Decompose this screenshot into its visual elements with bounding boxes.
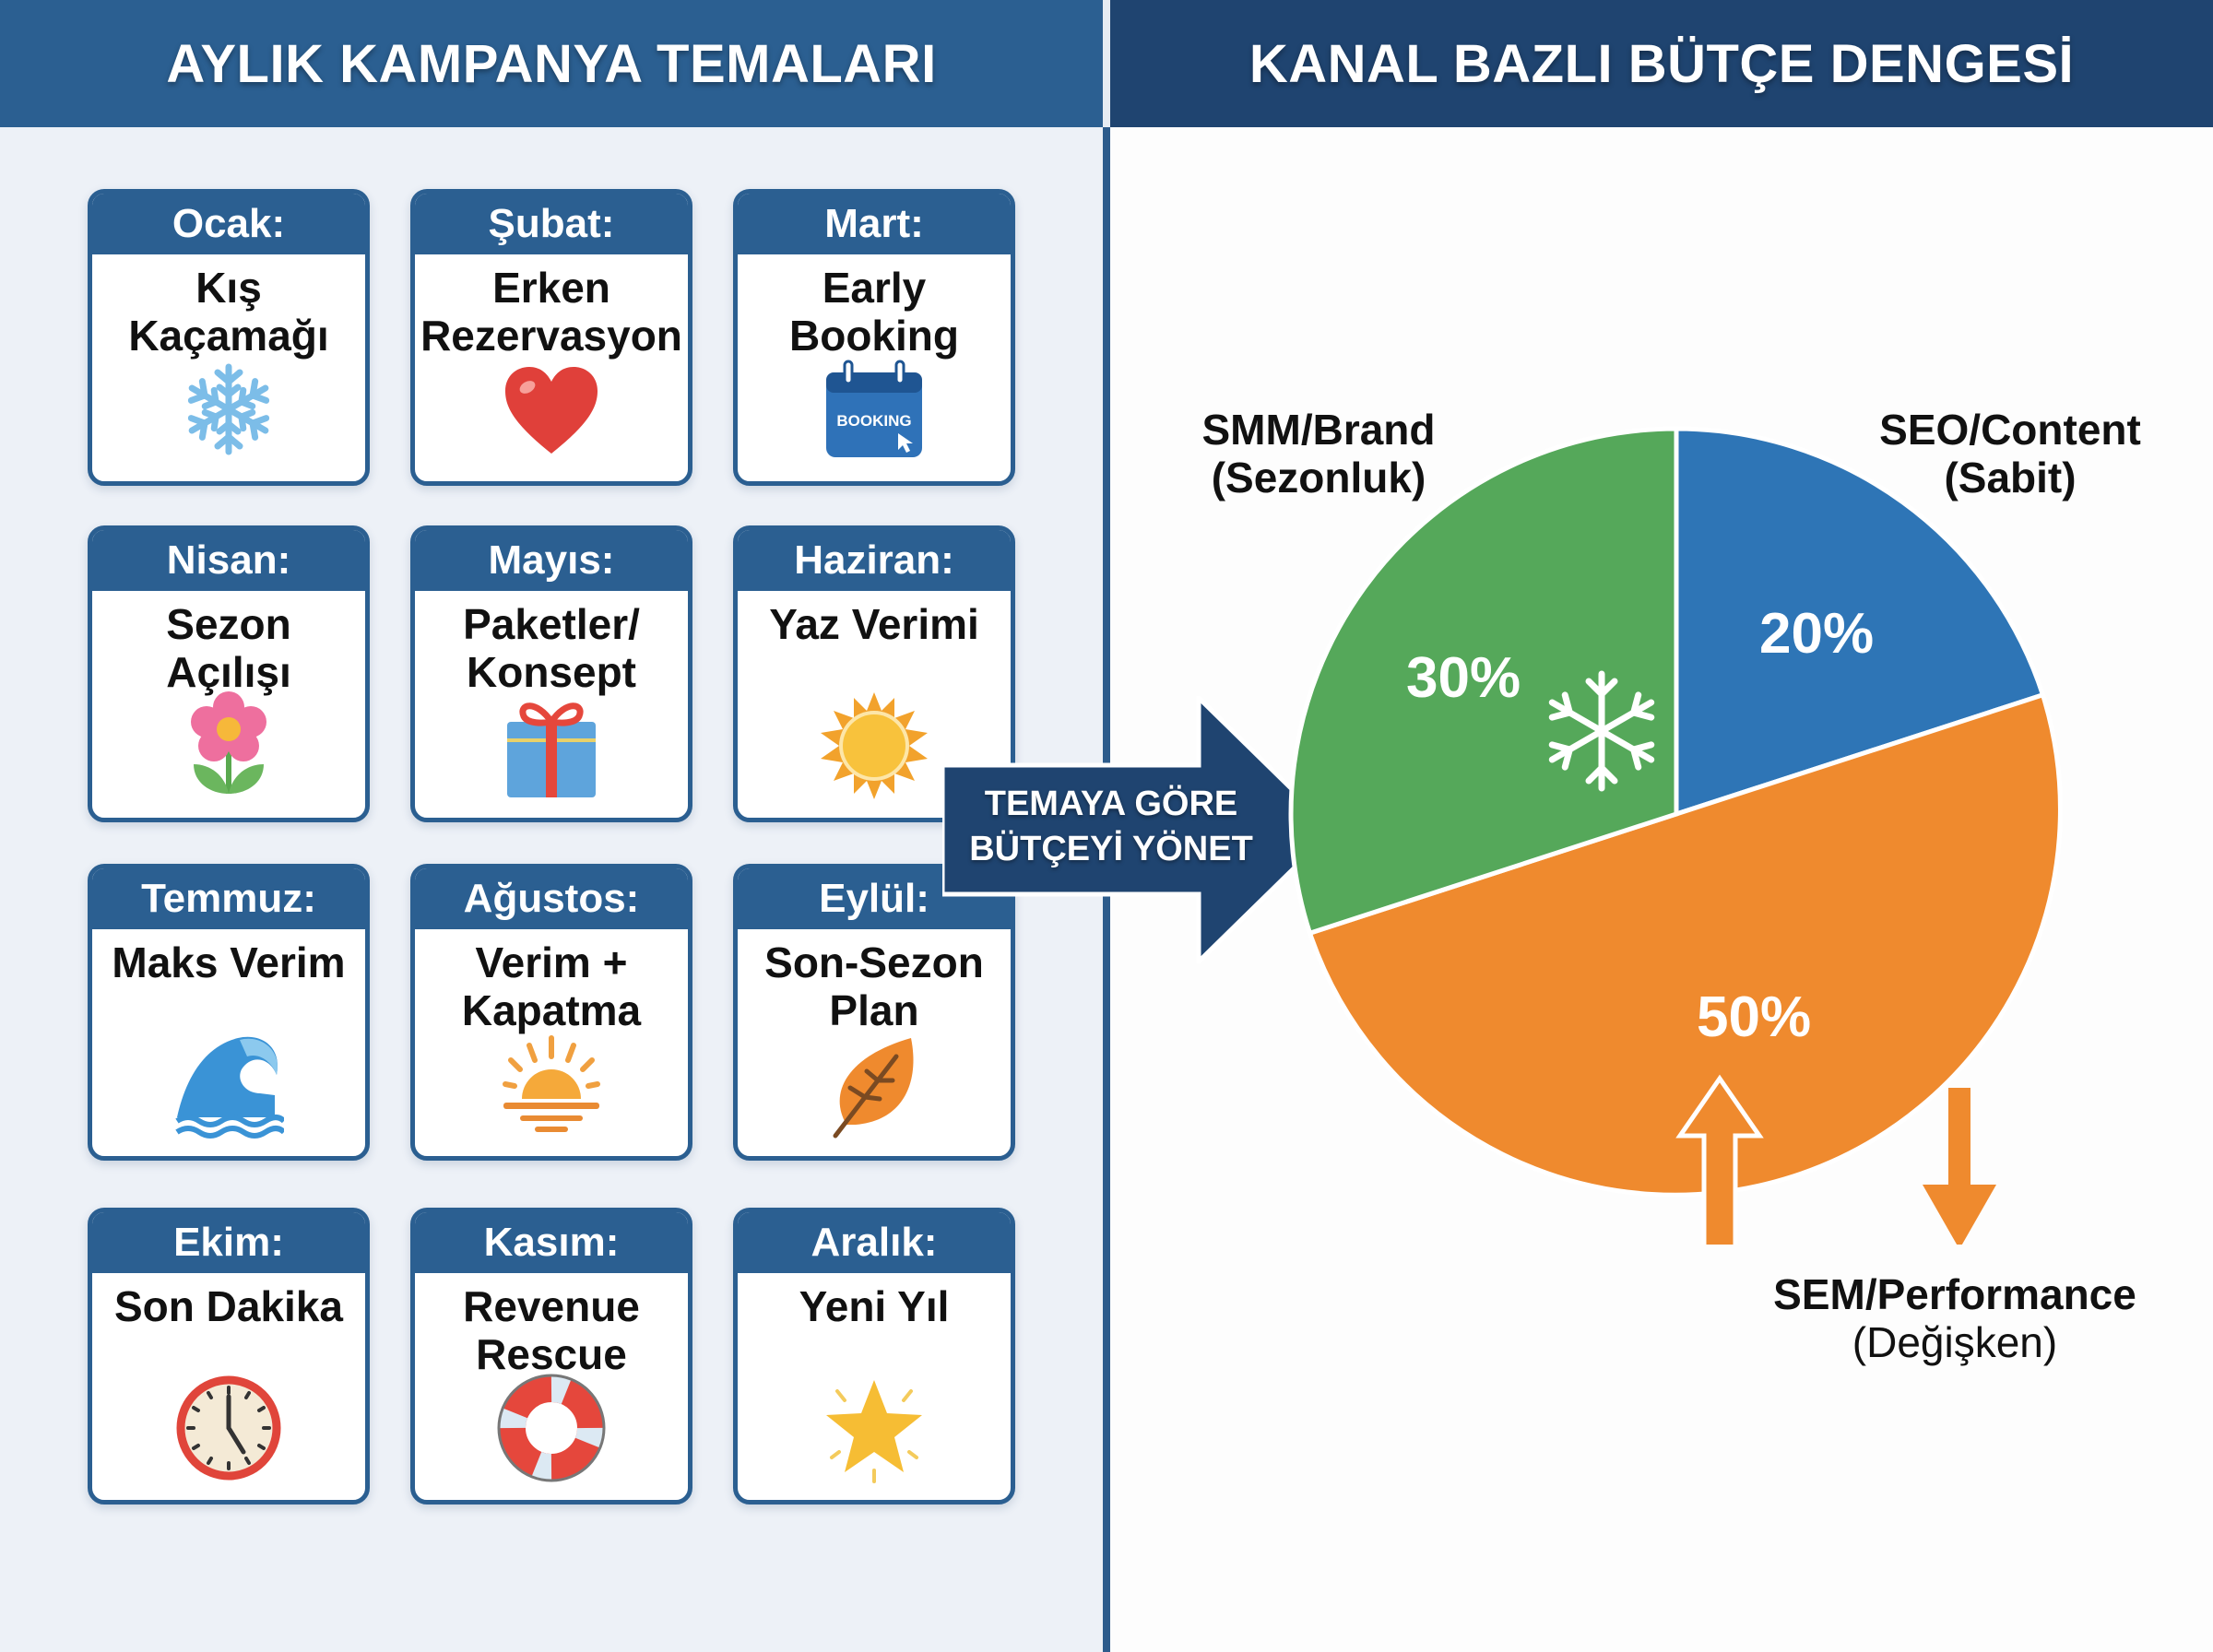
month-label: Temmuz: bbox=[92, 868, 365, 929]
month-card-mayis: Mayıs: Paketler/Konsept bbox=[410, 525, 692, 822]
theme-title: Verim + Kapatma bbox=[461, 938, 642, 1034]
theme-title: Yaz Verimi bbox=[769, 600, 979, 648]
month-card-eylul: Eylül: Son-Sezon Plan bbox=[733, 864, 1015, 1161]
pie-slice-sem bbox=[1307, 691, 2063, 1198]
snowflake-icon bbox=[173, 354, 284, 465]
budget-pie-chart bbox=[1288, 426, 2063, 1245]
pie-slice-seo bbox=[1674, 426, 2046, 818]
gift-icon bbox=[496, 690, 607, 801]
month-label: Ocak: bbox=[92, 194, 365, 254]
booking-calendar-icon: BOOKING bbox=[819, 354, 929, 465]
month-card-aralik: Aralık: Yeni Yıl bbox=[733, 1208, 1015, 1504]
month-card-ocak: Ocak: Kış Kaçamağı bbox=[88, 189, 370, 486]
month-label: Mayıs: bbox=[415, 530, 688, 591]
month-card-subat: Şubat: Erken Rezervasyon bbox=[410, 189, 692, 486]
decrease-arrow-icon bbox=[1923, 1088, 1996, 1245]
month-label: Kasım: bbox=[415, 1212, 688, 1273]
autumn-leaf-icon bbox=[819, 1029, 929, 1139]
month-card-mart: Mart: Early Booking BOOKING bbox=[733, 189, 1015, 486]
flower-icon bbox=[173, 690, 284, 801]
wave-icon bbox=[173, 1029, 284, 1139]
heart-icon bbox=[496, 354, 607, 465]
theme-title: Son-Sezon Plan bbox=[764, 938, 984, 1034]
month-card-haziran: Haziran: Yaz Verimi bbox=[733, 525, 1015, 822]
theme-title: Maks Verim bbox=[112, 938, 346, 986]
month-label: Şubat: bbox=[415, 194, 688, 254]
theme-title: Erken Rezervasyon bbox=[420, 264, 682, 360]
month-card-agustos: Ağustos: Verim + Kapatma bbox=[410, 864, 692, 1161]
month-card-nisan: Nisan: Sezon Açılışı bbox=[88, 525, 370, 822]
theme-title: Son Dakika bbox=[114, 1282, 343, 1330]
arrow-caption: TEMAYA GÖRE BÜTÇEYİ YÖNET bbox=[969, 785, 1253, 868]
theme-title: Yeni Yıl bbox=[799, 1282, 950, 1330]
month-label: Nisan: bbox=[92, 530, 365, 591]
pie-label-smm: SMM/Brand (Sezonluk) bbox=[1201, 406, 1436, 502]
budget-balance-title: KANAL BAZLI BÜTÇE DENGESİ bbox=[1110, 0, 2213, 127]
sunset-icon bbox=[496, 1029, 607, 1139]
month-card-temmuz: Temmuz: Maks Verim bbox=[88, 864, 370, 1161]
header-gap bbox=[1103, 0, 1110, 127]
increase-arrow-icon bbox=[1675, 1074, 1764, 1245]
month-card-ekim: Ekim: Son Dakika bbox=[88, 1208, 370, 1504]
lifebuoy-icon bbox=[496, 1373, 607, 1483]
arrow-right-icon bbox=[942, 696, 1337, 963]
month-label: Ekim: bbox=[92, 1212, 365, 1273]
pie-slice-smm bbox=[1288, 426, 1679, 937]
snowflake-icon bbox=[1545, 670, 1657, 788]
sun-icon bbox=[819, 690, 929, 801]
pie-pct-sem: 50% bbox=[1697, 985, 1812, 1049]
month-card-kasim: Kasım: Revenue Rescue bbox=[410, 1208, 692, 1504]
theme-title: Kış Kaçamağı bbox=[128, 264, 329, 360]
month-label: Ağustos: bbox=[415, 868, 688, 929]
monthly-themes-title: AYLIK KAMPANYA TEMALARI bbox=[0, 0, 1103, 127]
theme-title: Early Booking bbox=[789, 264, 959, 360]
month-label: Haziran: bbox=[738, 530, 1011, 591]
pie-label-sem: SEM/Performance (Değişken) bbox=[1773, 1270, 2136, 1366]
theme-title: Paketler/Konsept bbox=[463, 600, 640, 696]
month-label: Mart: bbox=[738, 194, 1011, 254]
svg-text:BOOKING: BOOKING bbox=[836, 412, 911, 430]
theme-title: Sezon Açılışı bbox=[166, 600, 291, 696]
month-label: Aralık: bbox=[738, 1212, 1011, 1273]
theme-title: Revenue Rescue bbox=[463, 1282, 640, 1378]
clock-icon bbox=[173, 1373, 284, 1483]
pie-label-seo: SEO/Content (Sabit) bbox=[1879, 406, 2141, 502]
pie-pct-seo: 20% bbox=[1759, 602, 1875, 666]
star-icon bbox=[819, 1373, 929, 1483]
pie-pct-smm: 30% bbox=[1406, 646, 1521, 710]
